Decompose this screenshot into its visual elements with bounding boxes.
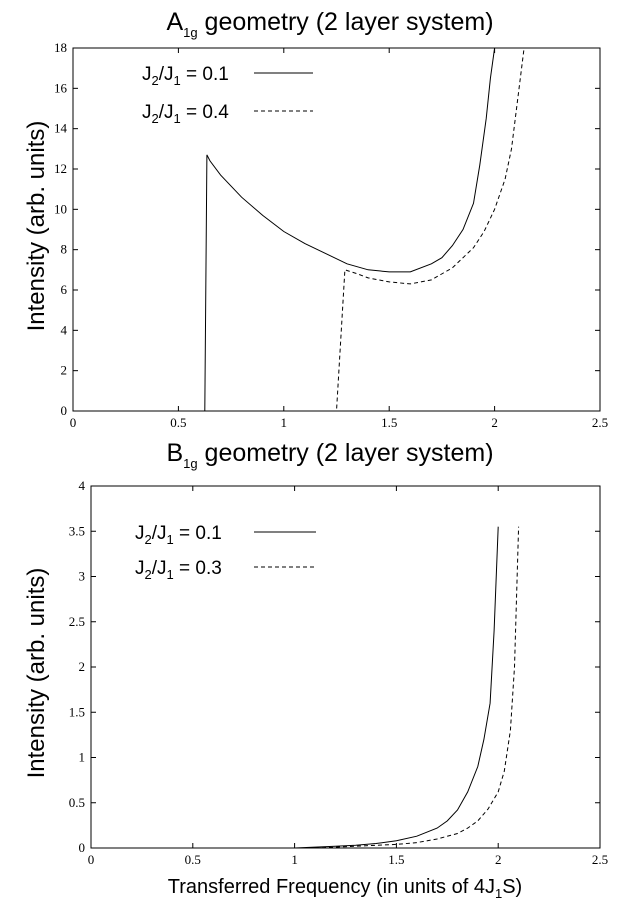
panel-a-y-tick-label: 8	[61, 242, 68, 257]
panel-b-series-dashed-line	[91, 526, 520, 849]
panel-a-series-solid-line	[73, 47, 496, 412]
panel-b-y-tick-label: 2.5	[69, 614, 85, 629]
panel-b-legend-label-1: J2/J1 = 0.1	[135, 523, 222, 547]
panel-a-y-tick-label: 0	[61, 403, 68, 418]
panel-b-ticks: 0 0.5 1 1.5 2 2.5 0 0.5 1 1.5 2 2.5 3 3.5 4	[69, 478, 608, 867]
panel-b-y-tick-label: 3	[79, 569, 86, 584]
panel-b-x-tick-label: 0.5	[185, 852, 201, 867]
panel-b-y-tick-label: 0.5	[69, 795, 85, 810]
panel-a-y-tick-label: 2	[61, 363, 68, 378]
panel-b-series-solid-line	[91, 526, 499, 849]
panel-b-y-tick-label: 0	[79, 840, 86, 855]
panel-b-x-tick-label: 0	[88, 852, 95, 867]
panel-b-y-tick-label: 1	[79, 750, 86, 765]
panel-a-y-tick-label: 4	[61, 322, 68, 337]
panel-a-legend-entry-1: J2/J1 = 0.1	[142, 64, 313, 88]
panel-b: B1g geometry (2 layer system) Intensity …	[23, 439, 608, 901]
panel-a-y-tick-label: 10	[54, 201, 67, 216]
panel-b-legend-entry-1: J2/J1 = 0.1	[135, 523, 316, 547]
panel-b-y-tick-label: 3.5	[69, 523, 85, 538]
panel-a-legend-label-2: J2/J1 = 0.4	[142, 102, 229, 126]
panel-a-legend: J2/J1 = 0.1 J2/J1 = 0.4	[142, 64, 313, 126]
panel-a-title: A1g geometry (2 layer system)	[166, 8, 493, 40]
panel-a-x-tick-label: 0.5	[170, 415, 186, 430]
panel-b-y-tick-label: 4	[79, 478, 86, 493]
panel-a-series-dashed-line	[73, 47, 525, 412]
panel-b-x-tick-label: 2	[495, 852, 502, 867]
panel-a-plot-frame	[72, 47, 601, 412]
panel-b-y-tick-label: 1.5	[69, 704, 85, 719]
panel-b-series	[91, 526, 520, 849]
panel-a-x-tick-label: 2	[491, 415, 498, 430]
panel-b-x-tick-label: 1.5	[388, 852, 404, 867]
panel-a-x-tick-label: 1.5	[381, 415, 397, 430]
panel-a-y-axis-label: Intensity (arb. units)	[23, 121, 50, 332]
panel-a-series	[73, 47, 525, 412]
panel-b-legend-entry-2: J2/J1 = 0.3	[135, 558, 316, 582]
panel-a-legend-label-1: J2/J1 = 0.1	[142, 64, 229, 88]
panel-a-x-tick-label: 1	[281, 415, 288, 430]
panel-b-x-tick-label: 1	[291, 852, 298, 867]
panel-a-x-tick-label: 0	[70, 415, 77, 430]
panel-b-x-tick-label: 2.5	[592, 852, 608, 867]
panel-b-x-axis-label: Transferred Frequency (in units of 4J1S)	[168, 876, 522, 901]
panel-b-title: B1g geometry (2 layer system)	[166, 439, 493, 471]
panel-b-y-tick-label: 2	[79, 659, 86, 674]
panel-a-y-tick-label: 16	[54, 80, 68, 95]
panel-a-y-tick-label: 14	[54, 121, 68, 136]
panel-a-legend-entry-2: J2/J1 = 0.4	[142, 102, 313, 126]
panel-a-y-tick-label: 6	[61, 282, 68, 297]
panel-a-y-tick-label: 18	[54, 40, 67, 55]
panel-b-y-axis-label: Intensity (arb. units)	[23, 568, 50, 779]
panel-b-legend: J2/J1 = 0.1 J2/J1 = 0.3	[135, 523, 316, 582]
panel-a: A1g geometry (2 layer system) Intensity …	[23, 8, 608, 430]
panel-a-y-tick-label: 12	[54, 161, 67, 176]
panel-a-x-tick-label: 2.5	[592, 415, 608, 430]
panel-a-ticks: 0 0.5 1 1.5 2 2.5 0 2 4 6 8 10 12 14 16 18	[54, 40, 608, 430]
panel-b-legend-label-2: J2/J1 = 0.3	[135, 558, 222, 582]
